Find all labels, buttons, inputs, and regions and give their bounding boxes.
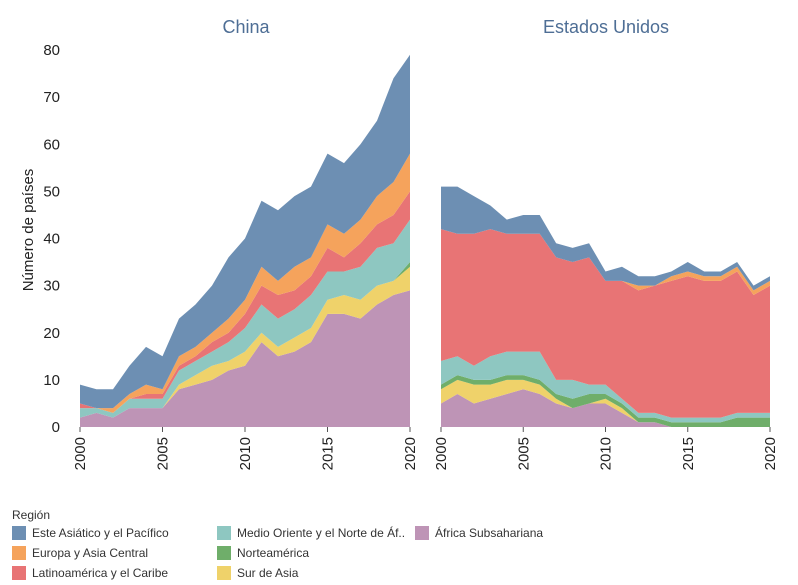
panel-title-china: China [222,17,270,37]
legend-label: África Subsahariana [435,526,544,540]
y-tick-label: 50 [43,183,60,200]
x-tick-label: 2020 [402,437,419,470]
legend-item[interactable]: Medio Oriente y el Norte de Áf.. [217,526,405,540]
legend-label: Sur de Asia [237,566,299,580]
panel-estados-unidos: 2000 2005 2010 2015 2020 [433,186,779,470]
y-tick-label: 80 [43,42,60,59]
area-norteamerica [441,375,770,427]
legend: Región Este Asiático y el Pacífico Europa… [12,508,792,584]
legend-swatch [12,526,26,540]
chart-area: 0 10 20 30 40 50 60 70 80 2000 2005 2010 2015 2020 2… [20,17,779,470]
area-medio-oriente-y-el-norte-de-af [441,351,770,423]
legend-swatch [415,526,429,540]
panel-title-estados-unidos: Estados Unidos [543,17,669,37]
axes-layer: 0 10 20 30 40 50 60 70 80 [43,42,60,436]
area-africa-subsahariana [80,290,410,427]
x-tick-label: 2005 [155,437,172,470]
y-tick-label: 20 [43,325,60,342]
area-africa-subsahariana [441,389,770,427]
panel-china: 2000 2005 2010 2015 2020 [72,54,419,470]
y-tick-label: 60 [43,136,60,153]
legend-item[interactable]: Europa y Asia Central [12,546,148,560]
x-tick-label: 2010 [598,437,615,470]
y-tick-label: 10 [43,372,60,389]
x-tick-label: 2015 [320,437,337,470]
area-sur-de-asia [441,379,770,427]
area-este-asiatico-y-el-pacifico [80,54,410,409]
legend-item[interactable]: Sur de Asia [217,566,298,580]
x-tick-label: 2020 [762,437,779,470]
legend-swatch [217,546,231,560]
legend-swatch [217,526,231,540]
legend-label: Latinoamérica y el Caribe [32,566,169,580]
legend-swatch [217,566,231,580]
x-tick-label: 2000 [72,437,89,470]
legend-item[interactable]: Latinoamérica y el Caribe [12,566,168,580]
legend-item[interactable]: Norteamérica [217,546,309,560]
legend-label: Europa y Asia Central [32,546,149,560]
y-axis-label: Número de países [20,169,37,292]
area-sur-de-asia [80,266,410,418]
legend-label: Medio Oriente y el Norte de Áf.. [237,526,406,540]
legend-item[interactable]: África Subsahariana [415,526,543,540]
x-tick-label: 2015 [680,437,697,470]
y-tick-label: 40 [43,231,60,248]
legend-swatch [12,546,26,560]
legend-swatch [12,566,26,580]
y-tick-label: 70 [43,89,60,106]
y-tick-label: 0 [52,419,60,436]
legend-title: Región [12,508,51,522]
legend-item[interactable]: Este Asiático y el Pacífico [12,526,169,540]
x-tick-label: 2000 [433,437,450,470]
legend-label: Este Asiático y el Pacífico [32,526,169,540]
area-latinoamerica-y-el-caribe [441,229,770,418]
y-tick-label: 30 [43,278,60,295]
x-tick-label: 2010 [237,437,254,470]
legend-label: Norteamérica [237,546,310,560]
x-tick-label: 2005 [515,437,532,470]
area-este-asiatico-y-el-pacifico [441,186,770,291]
